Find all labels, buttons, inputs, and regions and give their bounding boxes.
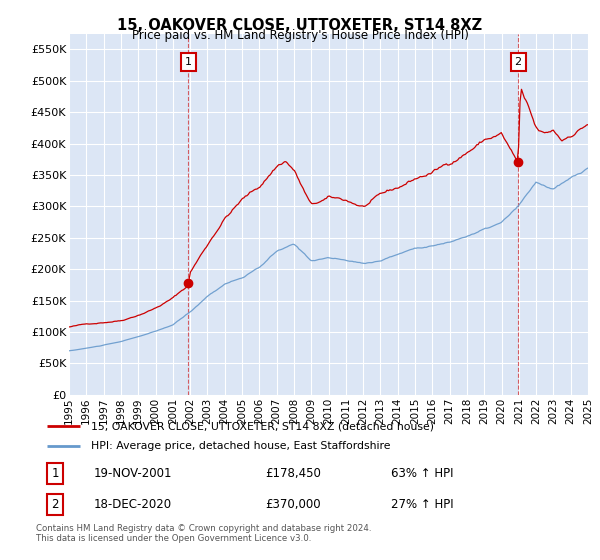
Text: £178,450: £178,450 — [265, 467, 321, 480]
Text: 2: 2 — [515, 57, 521, 67]
Text: 63% ↑ HPI: 63% ↑ HPI — [391, 467, 454, 480]
Text: HPI: Average price, detached house, East Staffordshire: HPI: Average price, detached house, East… — [91, 441, 390, 451]
Text: 1: 1 — [52, 467, 59, 480]
Text: Price paid vs. HM Land Registry's House Price Index (HPI): Price paid vs. HM Land Registry's House … — [131, 29, 469, 42]
Text: 19-NOV-2001: 19-NOV-2001 — [94, 467, 172, 480]
Text: 1: 1 — [185, 57, 191, 67]
Text: £370,000: £370,000 — [265, 498, 321, 511]
Text: 15, OAKOVER CLOSE, UTTOXETER, ST14 8XZ (detached house): 15, OAKOVER CLOSE, UTTOXETER, ST14 8XZ (… — [91, 421, 434, 431]
Text: Contains HM Land Registry data © Crown copyright and database right 2024.
This d: Contains HM Land Registry data © Crown c… — [36, 524, 371, 543]
Text: 15, OAKOVER CLOSE, UTTOXETER, ST14 8XZ: 15, OAKOVER CLOSE, UTTOXETER, ST14 8XZ — [118, 18, 482, 33]
Text: 27% ↑ HPI: 27% ↑ HPI — [391, 498, 454, 511]
Text: 2: 2 — [52, 498, 59, 511]
Text: 18-DEC-2020: 18-DEC-2020 — [94, 498, 172, 511]
